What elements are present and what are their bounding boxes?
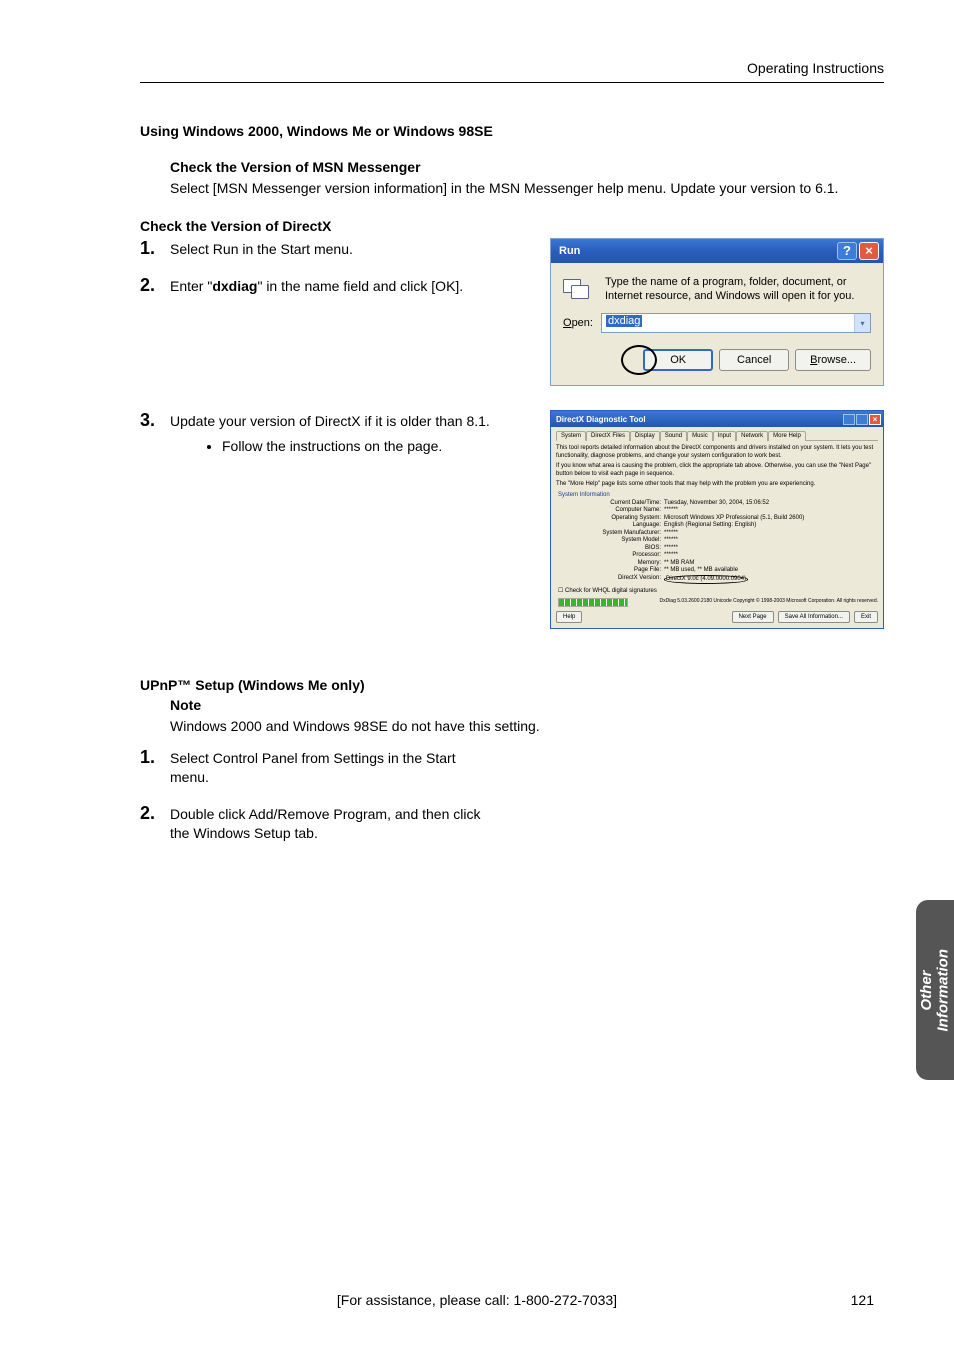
step-1-text: Select Run in the Start menu. (170, 240, 532, 259)
note-paragraph: Windows 2000 and Windows 98SE do not hav… (170, 717, 884, 736)
tab-sound[interactable]: Sound (660, 431, 687, 441)
step-3-bullet: Follow the instructions on the page. (222, 437, 532, 456)
dxdiag-window: DirectX Diagnostic Tool × System DirectX… (550, 410, 884, 628)
side-tab-line-2: Information (934, 949, 951, 1032)
run-description: Type the name of a program, folder, docu… (605, 275, 871, 304)
minimize-icon[interactable] (843, 414, 855, 425)
upnp-step-1: Select Control Panel from Settings in th… (170, 749, 490, 787)
msn-paragraph: Select [MSN Messenger version informatio… (170, 179, 884, 198)
help-icon[interactable]: ? (837, 242, 857, 260)
section-heading-1: Using Windows 2000, Windows Me or Window… (140, 123, 884, 139)
running-header: Operating Instructions (140, 60, 884, 76)
side-tab-line-1: Other (918, 970, 935, 1010)
step-2-pre: Enter " (170, 278, 212, 294)
close-icon[interactable]: × (859, 242, 879, 260)
browse-button[interactable]: Browse... (795, 349, 871, 371)
dxdiag-info-row: System Manufacturer:****** (576, 530, 878, 538)
step-2-bold: dxdiag (212, 278, 257, 294)
step-number: 2. (140, 803, 170, 824)
dxdiag-info-row: System Model:****** (576, 537, 878, 545)
dxdiag-info-row: Language:English (Regional Setting: Engl… (576, 522, 878, 530)
side-tab: Other Information (916, 900, 954, 1080)
close-icon[interactable]: × (869, 414, 881, 425)
msn-subheading: Check the Version of MSN Messenger (170, 159, 884, 175)
dxdiag-progress-bar (558, 598, 628, 607)
save-all-button[interactable]: Save All Information... (778, 611, 850, 623)
step-number: 1. (140, 238, 170, 259)
dxdiag-info-row: Memory:** MB RAM (576, 560, 878, 568)
open-input[interactable]: dxdiag ▾ (601, 313, 871, 333)
run-program-icon (563, 275, 595, 303)
open-dropdown-icon[interactable]: ▾ (854, 314, 870, 332)
maximize-icon[interactable] (856, 414, 868, 425)
dxdiag-info-row: Page File:** MB used, ** MB available (576, 567, 878, 575)
next-page-button[interactable]: Next Page (732, 611, 774, 623)
tab-display[interactable]: Display (630, 431, 660, 441)
dxdiag-tabs: System DirectX Files Display Sound Music… (556, 430, 878, 441)
run-dialog: Run ? × Type the name of a program, fold… (550, 238, 884, 387)
dxdiag-copyright: DxDiag 5.03.2600.2180 Unicode Copyright … (634, 598, 878, 604)
tab-directx-files[interactable]: DirectX Files (586, 431, 630, 441)
dxdiag-intro-3: The "More Help" page lists some other to… (556, 481, 878, 489)
step-number: 2. (140, 275, 170, 296)
open-input-value: dxdiag (606, 315, 642, 327)
open-label: Open: (563, 317, 593, 329)
dxdiag-info-row: BIOS:****** (576, 545, 878, 553)
dxdiag-info-row: Current Date/Time:Tuesday, November 30, … (576, 500, 878, 508)
dxdiag-intro-1: This tool reports detailed information a… (556, 445, 878, 460)
step-2-post: " in the name field and click [OK]. (257, 278, 463, 294)
dxdiag-info-row: Operating System:Microsoft Windows XP Pr… (576, 515, 878, 523)
dxdiag-info-row: Computer Name:****** (576, 507, 878, 515)
tab-network[interactable]: Network (736, 431, 768, 441)
cancel-button[interactable]: Cancel (719, 349, 789, 371)
upnp-heading: UPnP™ Setup (Windows Me only) (140, 677, 884, 693)
run-title-bar: Run ? × (551, 239, 883, 263)
run-title-text: Run (559, 245, 835, 257)
header-rule (140, 82, 884, 83)
directx-subheading: Check the Version of DirectX (140, 218, 884, 234)
directx-version-highlight: DirectX 9.0c (4.09.0000.0904) (664, 575, 748, 584)
dxdiag-info-row: Processor:****** (576, 552, 878, 560)
step-number: 3. (140, 410, 170, 431)
ok-button[interactable]: OK (643, 349, 713, 371)
upnp-step-2: Double click Add/Remove Program, and the… (170, 805, 490, 843)
dxdiag-title-bar: DirectX Diagnostic Tool × (551, 411, 883, 427)
tab-more-help[interactable]: More Help (768, 431, 806, 441)
tab-system[interactable]: System (556, 431, 586, 441)
help-button[interactable]: Help (556, 611, 582, 623)
footer-assistance: [For assistance, please call: 1-800-272-… (0, 1292, 954, 1308)
dxdiag-intro-2: If you know what area is causing the pro… (556, 463, 878, 478)
dxdiag-info-row: DirectX Version:DirectX 9.0c (4.09.0000.… (576, 575, 878, 584)
note-heading: Note (170, 697, 884, 713)
whql-checkbox[interactable]: ☐ Check for WHQL digital signatures (558, 587, 878, 594)
dxdiag-sysinfo-heading: System Information (558, 492, 878, 498)
step-2-text: Enter "dxdiag" in the name field and cli… (170, 277, 532, 296)
exit-button[interactable]: Exit (854, 611, 878, 623)
tab-music[interactable]: Music (687, 431, 713, 441)
step-number: 1. (140, 747, 170, 768)
step-3-text: Update your version of DirectX if it is … (170, 412, 532, 456)
dxdiag-title-text: DirectX Diagnostic Tool (556, 415, 842, 424)
page-number: 121 (851, 1292, 874, 1308)
tab-input[interactable]: Input (713, 431, 736, 441)
